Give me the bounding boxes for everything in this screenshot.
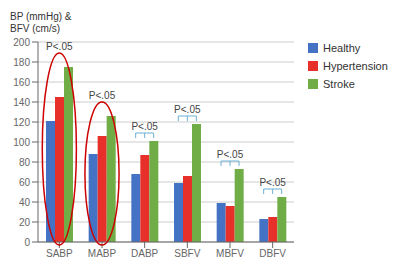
svg-text:P<.05: P<.05 [46,41,73,52]
svg-text:200: 200 [13,37,30,48]
svg-text:DABP: DABP [131,248,159,259]
svg-text:160: 160 [13,77,30,88]
svg-text:P<.05: P<.05 [131,121,158,132]
svg-text:SBFV: SBFV [174,248,200,259]
svg-text:40: 40 [19,197,31,208]
html-text:Stroke: Stroke [323,78,355,90]
svg-text:DBFV: DBFV [259,248,286,259]
svg-text:0: 0 [24,237,30,248]
svg-text:140: 140 [13,97,30,108]
svg-text:MABP: MABP [88,248,117,259]
svg-text:100: 100 [13,137,30,148]
svg-text:P<.05: P<.05 [89,90,116,101]
svg-text:60: 60 [19,177,31,188]
svg-text:BP (mmHg) &: BP (mmHg) & [10,11,72,22]
svg-text:180: 180 [13,57,30,68]
svg-text:BFV (cm/s): BFV (cm/s) [10,23,60,34]
svg-text:20: 20 [19,217,31,228]
html-text:Healthy: Healthy [323,42,361,54]
svg-text:P<.05: P<.05 [174,104,201,115]
svg-text:SABP: SABP [46,248,73,259]
html-text:Hypertension: Hypertension [323,60,388,72]
svg-text:P<.05: P<.05 [217,149,244,160]
svg-text:P<.05: P<.05 [259,177,286,188]
svg-text:MBFV: MBFV [216,248,244,259]
svg-text:80: 80 [19,157,31,168]
svg-text:120: 120 [13,117,30,128]
